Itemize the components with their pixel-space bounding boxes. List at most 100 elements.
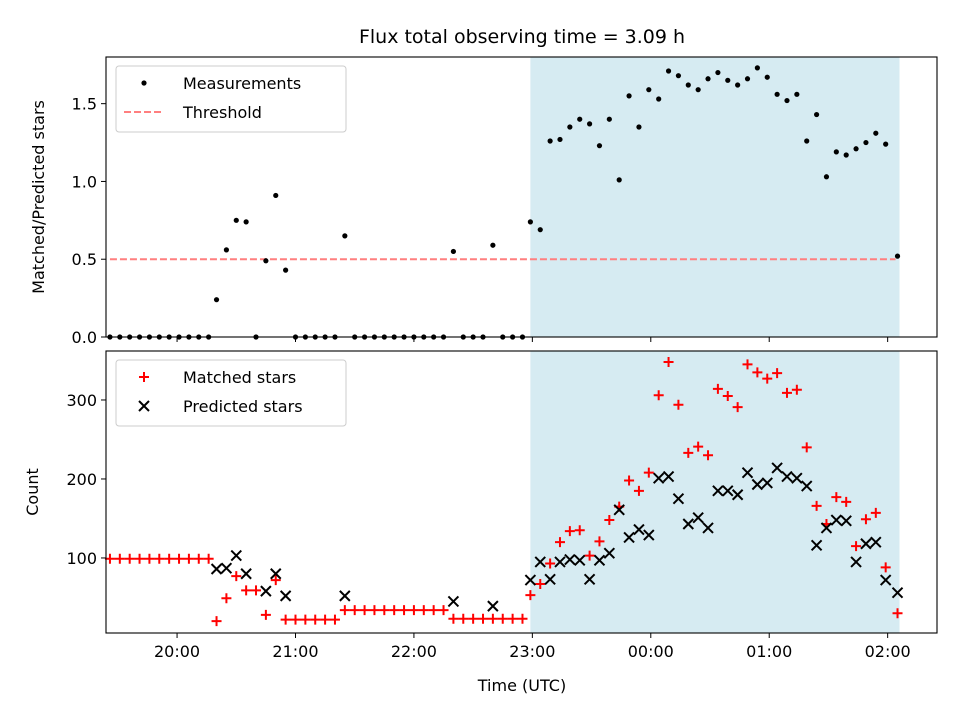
measurement-point xyxy=(567,124,573,130)
measurement-point xyxy=(754,65,760,71)
matched-star-point xyxy=(584,550,595,561)
predicted-star-point xyxy=(891,587,904,599)
matched-star-point xyxy=(339,605,350,616)
matched-star-point xyxy=(183,553,194,564)
matched-star-point xyxy=(633,485,644,496)
ratio-y-axis-label: Matched/Predicted stars xyxy=(29,100,48,294)
predicted-star-point xyxy=(692,511,704,524)
predicted-star-point xyxy=(633,523,645,536)
predicted-star-point xyxy=(260,585,272,597)
predicted-star-point xyxy=(447,595,460,608)
measurement-point xyxy=(873,130,879,136)
matched-star-point xyxy=(831,492,842,503)
measurement-point xyxy=(273,192,279,199)
predicted-star-point xyxy=(702,522,714,534)
matched-star-point xyxy=(320,614,331,625)
predicted-star-point xyxy=(554,556,566,568)
observing-window-shade xyxy=(530,57,900,337)
measurement-point xyxy=(764,74,770,80)
measurement-point xyxy=(586,121,593,127)
matched-star-point xyxy=(144,553,155,564)
matched-star-point xyxy=(280,614,291,625)
measurement-point xyxy=(636,124,642,130)
predicted-star-point xyxy=(564,553,576,566)
predicted-star-point xyxy=(791,472,803,484)
measurement-point xyxy=(342,233,348,239)
matched-star-point xyxy=(438,605,449,616)
x-tick-label: 21:00 xyxy=(272,642,318,661)
predicted-star-point xyxy=(682,518,694,530)
measurement-point xyxy=(646,87,652,93)
matched-star-point xyxy=(251,585,262,596)
matched-star-point xyxy=(124,553,135,564)
predicted-star-point xyxy=(870,536,882,548)
measurement-point xyxy=(894,253,901,259)
matched-star-point xyxy=(683,447,694,458)
predicted-star-point xyxy=(240,568,252,580)
count-x-ticks: 20:00 21:00 22:00 23:00 00:00 01:00 02:00 xyxy=(154,633,911,661)
legend-marker-measurements xyxy=(141,80,147,86)
predicted-star-point xyxy=(741,466,754,479)
measurement-point xyxy=(527,219,533,225)
matched-star-point xyxy=(408,605,419,616)
y-tick-label: 1.5 xyxy=(72,95,97,114)
matched-star-point xyxy=(693,441,704,452)
matched-star-point xyxy=(525,590,536,601)
predicted-star-point xyxy=(210,563,223,575)
ratio-x-ticks xyxy=(176,337,889,342)
predicted-star-point xyxy=(603,547,616,559)
measurement-point xyxy=(843,152,849,158)
predicted-star-point xyxy=(712,485,724,497)
predicted-star-point xyxy=(652,472,665,484)
predicted-star-point xyxy=(544,573,556,585)
matched-star-point xyxy=(359,605,370,616)
matched-star-point xyxy=(811,500,822,511)
x-tick-label: 22:00 xyxy=(391,642,437,661)
measurement-point xyxy=(794,91,800,97)
measurement-point xyxy=(233,217,239,223)
matched-star-point xyxy=(801,442,812,453)
measurement-point xyxy=(695,87,701,93)
measurement-point xyxy=(715,69,721,76)
matched-star-point xyxy=(752,367,763,378)
matched-star-point xyxy=(418,605,429,616)
matched-star-point xyxy=(653,390,664,401)
matched-star-point xyxy=(517,613,528,624)
measurement-point xyxy=(665,68,672,74)
predicted-star-point xyxy=(593,554,606,567)
matched-star-point xyxy=(478,613,489,624)
matched-star-point xyxy=(772,368,783,379)
matched-star-point xyxy=(851,541,862,552)
legend-marker-matched xyxy=(139,372,149,382)
ratio-panel: 0.0 0.5 1.0 1.5 Matched/Predicted stars Mea… xyxy=(29,56,938,347)
matched-star-point xyxy=(535,579,546,590)
matched-star-point xyxy=(554,537,565,548)
measurement-point xyxy=(450,248,457,255)
matched-star-point xyxy=(241,585,252,596)
measurement-point xyxy=(626,93,632,99)
predicted-star-point xyxy=(643,529,655,541)
measurement-point xyxy=(823,174,830,180)
matched-star-point xyxy=(732,402,743,413)
predicted-star-point xyxy=(623,531,635,544)
legend-label: Measurements xyxy=(183,74,301,93)
predicted-star-point xyxy=(879,574,892,586)
matched-star-point xyxy=(231,571,242,582)
matched-star-point xyxy=(545,558,556,569)
matched-star-point xyxy=(114,553,125,564)
predicted-star-point xyxy=(487,600,499,612)
matched-star-point xyxy=(203,553,214,564)
measurement-point xyxy=(283,267,289,273)
measurement-point xyxy=(774,91,780,97)
figure-title: Flux total observing time = 3.09 h xyxy=(359,26,685,48)
y-tick-label: 300 xyxy=(66,391,97,410)
measurement-point xyxy=(705,76,711,82)
measurement-point xyxy=(744,76,751,82)
matched-star-point xyxy=(742,359,753,370)
matched-star-point xyxy=(174,553,185,564)
measurement-point xyxy=(606,116,612,122)
measurement-point xyxy=(557,136,563,143)
predicted-star-point xyxy=(751,478,764,491)
measurement-point xyxy=(547,138,553,144)
